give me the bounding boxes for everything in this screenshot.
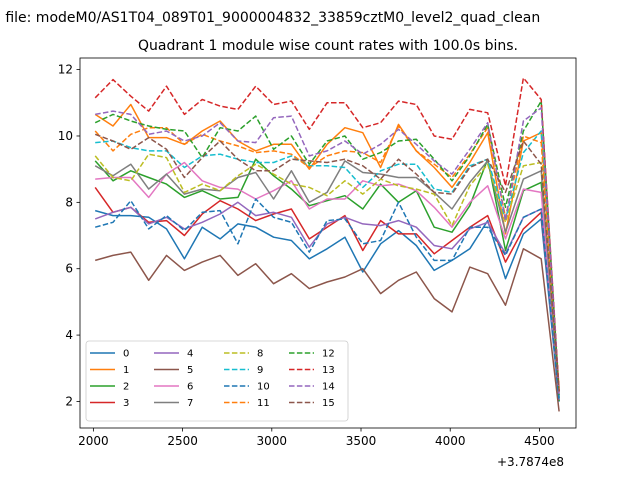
legend-label-14: 14 (322, 382, 335, 393)
x-tick-label: 3500 (346, 434, 377, 448)
y-tick-label: 4 (65, 328, 73, 342)
legend-label-8: 8 (257, 349, 263, 360)
y-tick-label: 2 (65, 394, 73, 408)
legend-label-2: 2 (123, 382, 129, 393)
figure-suptitle: n file: modeM0/AS1T04_089T01_9000004832_… (0, 10, 540, 26)
legend-label-5: 5 (187, 365, 193, 376)
x-tick-label: 4000 (435, 434, 466, 448)
x-offset-label: +3.7874e8 (497, 455, 564, 469)
legend-label-15: 15 (322, 398, 335, 409)
x-tick-label: 3000 (257, 434, 288, 448)
y-tick-label: 6 (65, 262, 73, 276)
series-line-8 (94, 153, 560, 394)
series-line-1 (94, 103, 560, 389)
legend-label-1: 1 (123, 365, 129, 376)
legend-label-7: 7 (187, 398, 193, 409)
legend-label-6: 6 (187, 382, 193, 393)
series-line-3 (94, 186, 560, 399)
series-line-0 (94, 209, 560, 402)
plot-area: 2000 2500 3000 3500 4000 45002468101201234567… (58, 57, 577, 448)
series-line-11 (94, 125, 560, 392)
y-tick-label: 12 (58, 63, 73, 77)
series-line-5 (94, 248, 560, 412)
series-line-12 (94, 100, 560, 395)
legend-label-9: 9 (257, 365, 263, 376)
series-line-14 (95, 107, 560, 395)
series-line-13 (94, 77, 560, 392)
x-tick-label: 2000 (78, 434, 109, 448)
legend-label-12: 12 (322, 349, 335, 360)
legend-label-11: 11 (257, 398, 270, 409)
series-line-4 (94, 201, 560, 400)
series-line-15 (94, 133, 560, 392)
axes-frame (79, 57, 577, 429)
legend-label-3: 3 (123, 398, 129, 409)
series-line-6 (95, 161, 560, 395)
x-tick-label: 4500 (524, 434, 555, 448)
legend-box (85, 340, 349, 422)
y-tick-label: 8 (65, 195, 73, 209)
x-tick-label: 2500 (167, 434, 198, 448)
legend-label-4: 4 (187, 349, 193, 360)
series-line-2 (94, 158, 560, 402)
y-tick-label: 10 (58, 129, 73, 143)
series-line-7 (94, 160, 560, 399)
chart-title: Quadrant 1 module wise count rates with … (138, 38, 518, 54)
legend-label-10: 10 (257, 382, 270, 393)
legend-label-13: 13 (322, 365, 335, 376)
legend-label-0: 0 (123, 349, 129, 360)
